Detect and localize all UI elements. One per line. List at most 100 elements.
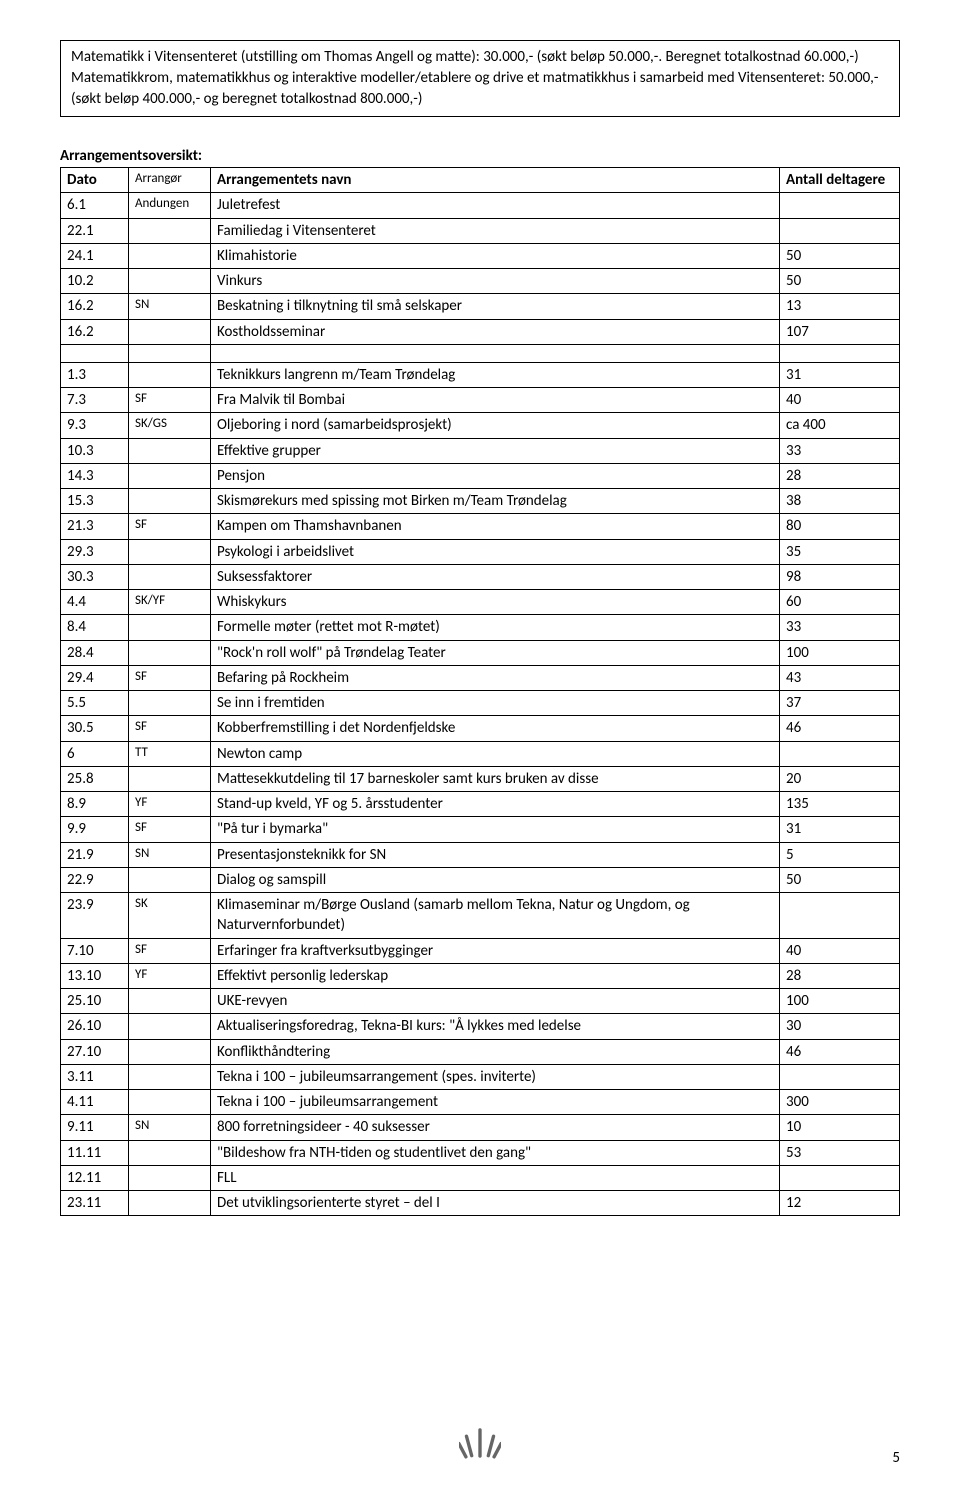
cell-navn: Dialog og samspill bbox=[211, 867, 780, 892]
cell-arrangor: Andungen bbox=[129, 193, 211, 218]
table-row: 3.11Tekna i 100 – jubileumsarrangement (… bbox=[61, 1064, 900, 1089]
cell-antall: 30 bbox=[780, 1014, 900, 1039]
cell-arrangor bbox=[129, 1140, 211, 1165]
cell-arrangor bbox=[129, 691, 211, 716]
cell-antall: 53 bbox=[780, 1140, 900, 1165]
cell-dato: 14.3 bbox=[61, 463, 129, 488]
cell-navn: Fra Malvik til Bombai bbox=[211, 388, 780, 413]
cell-dato: 30.5 bbox=[61, 716, 129, 741]
cell-dato: 8.9 bbox=[61, 792, 129, 817]
table-row: 9.9SF"På tur i bymarka"31 bbox=[61, 817, 900, 842]
cell-dato: 16.2 bbox=[61, 319, 129, 344]
table-row: 21.9SNPresentasjonsteknikk for SN5 bbox=[61, 842, 900, 867]
cell-arrangor bbox=[129, 615, 211, 640]
cell-antall: 107 bbox=[780, 319, 900, 344]
info-line2: Matematikkrom, matematikkhus og interakt… bbox=[71, 69, 879, 108]
cell-antall: 10 bbox=[780, 1115, 900, 1140]
cell-antall: 12 bbox=[780, 1191, 900, 1216]
cell-navn: Whiskykurs bbox=[211, 590, 780, 615]
cell-navn: Klimahistorie bbox=[211, 243, 780, 268]
cell-dato: 22.9 bbox=[61, 867, 129, 892]
cell-dato: 21.3 bbox=[61, 514, 129, 539]
table-row: 7.3SFFra Malvik til Bombai40 bbox=[61, 388, 900, 413]
cell-arrangor bbox=[129, 1191, 211, 1216]
cell-navn: Familiedag i Vitensenteret bbox=[211, 218, 780, 243]
cell-dato: 11.11 bbox=[61, 1140, 129, 1165]
table-row: 23.11Det utviklingsorienterte styret – d… bbox=[61, 1191, 900, 1216]
table-row: 22.1Familiedag i Vitensenteret bbox=[61, 218, 900, 243]
table-row: 6.1AndungenJuletrefest bbox=[61, 193, 900, 218]
table-row: 5.5Se inn i fremtiden37 bbox=[61, 691, 900, 716]
cell-antall: 31 bbox=[780, 817, 900, 842]
table-row: 23.9SKKlimaseminar m/Børge Ousland (sama… bbox=[61, 893, 900, 939]
table-row: 30.5SFKobberfremstilling i det Nordenfje… bbox=[61, 716, 900, 741]
cell-dato: 24.1 bbox=[61, 243, 129, 268]
cell-arrangor: SF bbox=[129, 388, 211, 413]
cell-dato: 26.10 bbox=[61, 1014, 129, 1039]
cell-arrangor bbox=[129, 1064, 211, 1089]
cell-antall: 37 bbox=[780, 691, 900, 716]
cell-antall: 135 bbox=[780, 792, 900, 817]
cell-antall: 100 bbox=[780, 640, 900, 665]
cell-antall: 40 bbox=[780, 388, 900, 413]
cell-antall: ca 400 bbox=[780, 413, 900, 438]
cell-navn: Psykologi i arbeidslivet bbox=[211, 539, 780, 564]
cell-dato: 16.2 bbox=[61, 294, 129, 319]
table-row: 24.1Klimahistorie50 bbox=[61, 243, 900, 268]
cell-dato: 15.3 bbox=[61, 489, 129, 514]
arrangements-table: Dato Arrangør Arrangementets navn Antall… bbox=[60, 167, 900, 1216]
table-row: 8.4Formelle møter (rettet mot R-møtet)33 bbox=[61, 615, 900, 640]
cell-dato: 3.11 bbox=[61, 1064, 129, 1089]
table-row: 21.3SFKampen om Thamshavnbanen80 bbox=[61, 514, 900, 539]
cell-arrangor: TT bbox=[129, 741, 211, 766]
cell-arrangor: SF bbox=[129, 817, 211, 842]
table-row: 25.10UKE-revyen100 bbox=[61, 989, 900, 1014]
cell-arrangor bbox=[129, 438, 211, 463]
cell-arrangor bbox=[129, 1165, 211, 1190]
cell-arrangor: SF bbox=[129, 665, 211, 690]
cell-navn: Stand-up kveld, YF og 5. årsstudenter bbox=[211, 792, 780, 817]
cell-dato: 21.9 bbox=[61, 842, 129, 867]
table-row: 30.3Suksessfaktorer98 bbox=[61, 564, 900, 589]
cell-dato: 5.5 bbox=[61, 691, 129, 716]
cell-antall: 300 bbox=[780, 1090, 900, 1115]
table-row: 13.10YFEffektivt personlig lederskap28 bbox=[61, 963, 900, 988]
cell-navn: UKE-revyen bbox=[211, 989, 780, 1014]
cell-navn: "Rock'n roll wolf" på Trøndelag Teater bbox=[211, 640, 780, 665]
cell-navn: Beskatning i tilknytning til små selskap… bbox=[211, 294, 780, 319]
section-title: Arrangementsoversikt: bbox=[60, 147, 900, 165]
cell-navn: Oljeboring i nord (samarbeidsprosjekt) bbox=[211, 413, 780, 438]
table-row: 6TTNewton camp bbox=[61, 741, 900, 766]
cell-antall: 80 bbox=[780, 514, 900, 539]
table-row: 10.2Vinkurs50 bbox=[61, 269, 900, 294]
header-arrangor: Arrangør bbox=[129, 168, 211, 193]
cell-arrangor: SN bbox=[129, 294, 211, 319]
cell-dato: 30.3 bbox=[61, 564, 129, 589]
cell-navn: Klimaseminar m/Børge Ousland (samarb mel… bbox=[211, 893, 780, 939]
cell-antall bbox=[780, 193, 900, 218]
cell-dato: 29.4 bbox=[61, 665, 129, 690]
cell-antall: 98 bbox=[780, 564, 900, 589]
table-row: 16.2SNBeskatning i tilknytning til små s… bbox=[61, 294, 900, 319]
cell-navn: Effektivt personlig lederskap bbox=[211, 963, 780, 988]
table-row: 16.2Kostholdsseminar107 bbox=[61, 319, 900, 344]
cell-dato: 23.11 bbox=[61, 1191, 129, 1216]
cell-arrangor: SK/GS bbox=[129, 413, 211, 438]
cell-arrangor bbox=[129, 1090, 211, 1115]
cell-navn: Aktualiseringsforedrag, Tekna-BI kurs: "… bbox=[211, 1014, 780, 1039]
cell-antall: 38 bbox=[780, 489, 900, 514]
cell-antall: 28 bbox=[780, 463, 900, 488]
cell-navn: Teknikkurs langrenn m/Team Trøndelag bbox=[211, 362, 780, 387]
cell-antall: 20 bbox=[780, 766, 900, 791]
table-row: 15.3Skismørekurs med spissing mot Birken… bbox=[61, 489, 900, 514]
cell-navn: Tekna i 100 – jubileumsarrangement bbox=[211, 1090, 780, 1115]
header-antall: Antall deltagere bbox=[780, 168, 900, 193]
cell-antall: 50 bbox=[780, 867, 900, 892]
cell-antall: 100 bbox=[780, 989, 900, 1014]
cell-antall: 43 bbox=[780, 665, 900, 690]
cell-arrangor bbox=[129, 867, 211, 892]
cell-arrangor bbox=[129, 269, 211, 294]
cell-dato: 7.10 bbox=[61, 938, 129, 963]
cell-dato: 28.4 bbox=[61, 640, 129, 665]
cell-navn: Erfaringer fra kraftverksutbygginger bbox=[211, 938, 780, 963]
